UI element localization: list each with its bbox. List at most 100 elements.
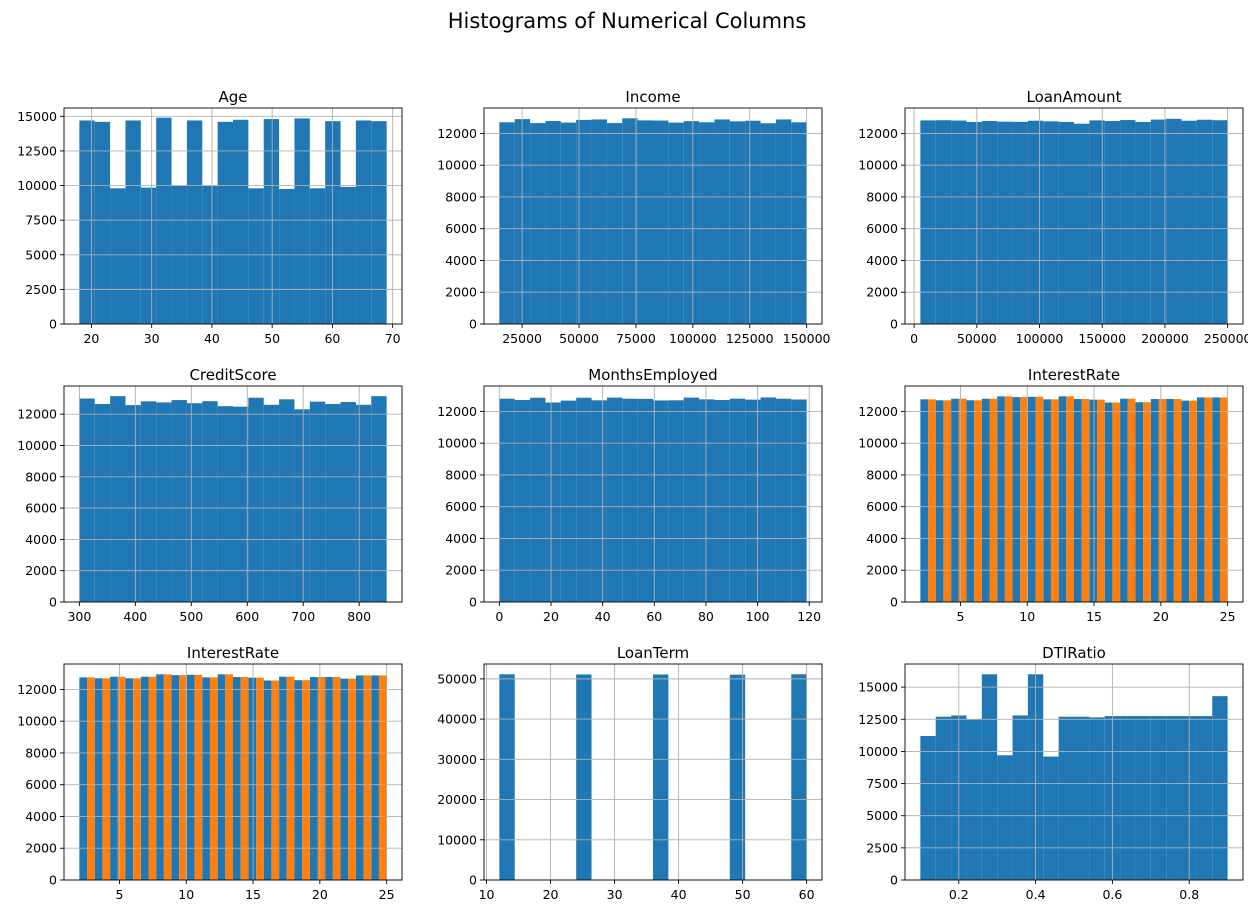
x-tick-label: 200000 (1141, 331, 1189, 346)
histogram-bar (622, 398, 638, 602)
histogram-bar (1012, 715, 1028, 880)
histogram-bar (1120, 120, 1136, 324)
histogram-bar (1089, 399, 1098, 602)
histogram-bar (1135, 121, 1151, 324)
histogram-bar (920, 399, 929, 602)
x-tick-label: 120 (797, 609, 821, 624)
x-tick-label: 0.4 (1026, 887, 1046, 902)
y-tick-label: 4000 (25, 809, 57, 824)
x-tick-label: 20 (83, 331, 99, 346)
histogram-bar (1066, 396, 1074, 602)
histogram-bar (186, 674, 195, 880)
histogram-bar (1035, 396, 1044, 602)
axes-frame (904, 663, 1244, 881)
histogram-bar (371, 396, 387, 602)
y-tick-label: 0 (469, 317, 477, 332)
x-tick-label: 400 (123, 609, 147, 624)
histogram-bar (997, 396, 1005, 602)
histogram-bar (309, 188, 326, 324)
histogram-bar (997, 755, 1013, 880)
subplot-title: MonthsEmployed (588, 366, 717, 384)
histogram-bar (79, 677, 88, 880)
y-tick-label: 6000 (866, 221, 898, 236)
histogram-bar (340, 401, 356, 602)
y-tick-label: 0 (49, 317, 57, 332)
histogram-bar (545, 121, 561, 325)
histogram-bar (279, 399, 295, 602)
x-tick-label: 0.2 (949, 887, 969, 902)
histogram-bar (363, 675, 372, 880)
subplot-title: Age (218, 88, 247, 106)
histogram-bar (286, 676, 295, 880)
histogram-bar (87, 677, 95, 880)
histogram-bar (1058, 716, 1074, 880)
x-tick-label: 5 (115, 887, 123, 902)
histogram-bar (966, 400, 975, 602)
histogram-bar (217, 121, 233, 324)
histogram-bar (271, 680, 280, 880)
x-tick-label: 150000 (1078, 331, 1126, 346)
x-tick-label: 20 (543, 609, 559, 624)
histogram-bar (94, 404, 111, 602)
y-tick-label: 12000 (17, 407, 57, 422)
histogram-bar (1043, 399, 1051, 602)
histogram-bar (240, 677, 249, 880)
x-tick-label: 5 (956, 609, 964, 624)
histogram-bar (745, 120, 761, 325)
histogram-bar (1196, 119, 1213, 324)
histogram-bar (102, 678, 111, 880)
histogram-bar (791, 399, 807, 602)
histogram-bar (683, 397, 700, 602)
x-tick-label: 80 (698, 609, 714, 624)
histogram-bar (729, 121, 746, 324)
y-tick-label: 30000 (437, 752, 477, 767)
y-tick-label: 10000 (437, 832, 477, 847)
x-tick-label: 150000 (783, 331, 831, 346)
histogram-bar (110, 396, 126, 602)
histogram-bar (355, 404, 372, 602)
histogram-bar (920, 120, 936, 324)
histogram-bar (1212, 696, 1228, 880)
histogram-bar (233, 406, 249, 602)
histogram-bar (1158, 399, 1167, 602)
histogram-bar (606, 397, 623, 602)
histogram-bar (248, 188, 264, 324)
x-tick-label: 25 (1220, 609, 1236, 624)
subplot-title: DTIRatio (1042, 644, 1106, 662)
histogram-bar (653, 674, 669, 880)
histogram-bar (545, 402, 561, 602)
histogram-bar (775, 119, 792, 324)
histogram-bar (1081, 399, 1090, 602)
histogram-bar (989, 398, 998, 602)
x-tick-label: 20 (543, 887, 559, 902)
histogram-bar (1212, 397, 1220, 602)
histogram-bar (1150, 716, 1167, 880)
histogram-bar (325, 404, 341, 602)
histogram-bar (1043, 756, 1059, 880)
histogram-bar (928, 399, 936, 602)
histogram-bar (156, 402, 172, 602)
y-tick-label: 12000 (17, 682, 57, 697)
histogram-bar (1196, 716, 1213, 880)
histogram-bar (340, 186, 356, 324)
histogram-bar (140, 676, 149, 880)
histogram-bar (1196, 397, 1205, 602)
histogram-bar (1043, 121, 1059, 324)
histogram-bar (530, 123, 546, 324)
y-tick-label: 8000 (25, 469, 57, 484)
axes-frame (904, 385, 1244, 603)
figure-title: Histograms of Numerical Columns (448, 9, 807, 33)
subplot-interestrate-6: 5 10 15 20 25 0 2000 4000 6000 8000 10000 12000 Inte… (17, 644, 403, 902)
subplot-dtiratio-8: 0.2 0.4 0.6 0.8 0 2500 5000 7500 10000 12500 15000… (858, 644, 1244, 902)
x-tick-label: 40 (204, 331, 220, 346)
histogram-bar (775, 398, 792, 602)
y-tick-label: 0 (890, 317, 898, 332)
subplot-loanamount-2: 0 50000 100000 150000 200000 250000 0 2000 4000 6… (858, 88, 1248, 346)
y-tick-label: 0 (469, 595, 477, 610)
histogram-bar (606, 123, 623, 324)
y-tick-label: 8000 (445, 467, 477, 482)
x-tick-label: 500 (179, 609, 203, 624)
histogram-bar (935, 400, 944, 602)
histogram-bar (966, 719, 982, 880)
histogram-bar (263, 680, 272, 880)
